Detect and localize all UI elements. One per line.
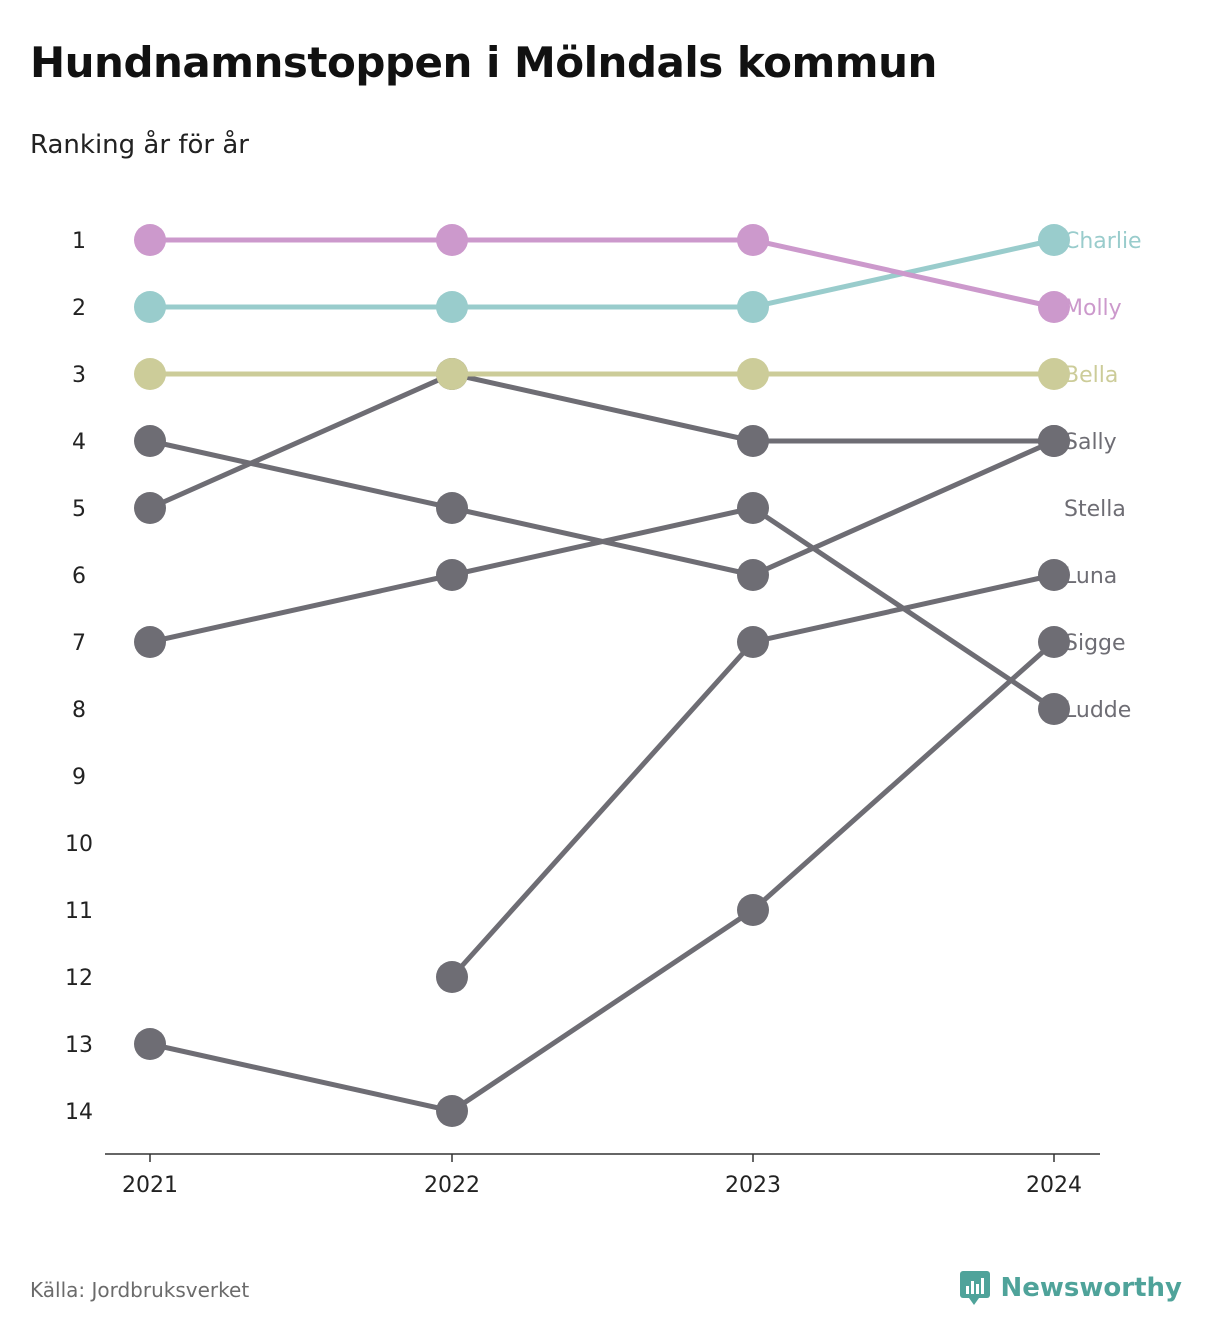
point-sigge-2024[interactable] (1038, 626, 1070, 658)
point-luna-2024[interactable] (1038, 559, 1070, 591)
series-label-sigge: Sigge (1064, 631, 1126, 656)
point-sally-2021[interactable] (134, 626, 166, 658)
series-ludde (134, 425, 1070, 591)
brand-logo-block: Newsworthy (959, 1270, 1182, 1306)
series-bella (134, 358, 1070, 390)
point-charlie-2021[interactable] (134, 291, 166, 323)
series-line-stella (147, 371, 1057, 511)
source-note: Källa: Jordbruksverket (30, 1278, 250, 1302)
chart-title: Hundnamnstoppen i Mölndals kommun (30, 38, 937, 87)
y-tick-label-1: 1 (72, 229, 86, 254)
series-label-sally: Sally (1064, 430, 1117, 455)
series-line-ludde (147, 438, 1057, 578)
point-molly-2023[interactable] (737, 224, 769, 256)
point-luna-2023[interactable] (737, 626, 769, 658)
point-stella-2024[interactable] (1038, 425, 1070, 457)
point-molly-2022[interactable] (436, 224, 468, 256)
y-tick-label-9: 9 (72, 765, 86, 790)
point-ludde-2021[interactable] (134, 425, 166, 457)
y-tick-label-8: 8 (72, 698, 86, 723)
point-sigge-2022[interactable] (436, 1095, 468, 1127)
chart-subtitle: Ranking år för år (30, 130, 249, 160)
y-tick-label-12: 12 (65, 966, 93, 991)
series-label-luna: Luna (1064, 564, 1117, 589)
y-tick-label-14: 14 (65, 1100, 93, 1125)
y-tick-label-3: 3 (72, 363, 86, 388)
newsworthy-logo-icon (959, 1271, 990, 1305)
point-bella-2021[interactable] (134, 358, 166, 390)
x-tick-label-2023: 2023 (725, 1173, 781, 1198)
series-luna (436, 559, 1070, 993)
x-axis: 2021 2022 2023 2024 (105, 1153, 1100, 1198)
point-sigge-2023[interactable] (737, 894, 769, 926)
point-charlie-2022[interactable] (436, 291, 468, 323)
y-tick-label-4: 4 (72, 430, 86, 455)
point-bella-2024[interactable] (1038, 358, 1070, 390)
point-luna-2022[interactable] (436, 961, 468, 993)
point-sigge-2021[interactable] (134, 1028, 166, 1060)
point-molly-2021[interactable] (134, 224, 166, 256)
y-tick-label-5: 5 (72, 497, 86, 522)
series-label-bella: Bella (1064, 363, 1118, 388)
x-tick-label-2024: 2024 (1026, 1173, 1082, 1198)
y-tick-label-7: 7 (72, 631, 86, 656)
point-ludde-2022[interactable] (436, 492, 468, 524)
series-sigge (134, 626, 1070, 1127)
point-bella-2023[interactable] (737, 358, 769, 390)
series-sally (134, 492, 1070, 725)
point-molly-2024[interactable] (1038, 291, 1070, 323)
y-tick-label-2: 2 (72, 296, 86, 321)
point-ludde-2023[interactable] (737, 559, 769, 591)
point-charlie-2024[interactable] (1038, 224, 1070, 256)
series-line-sally (147, 505, 1057, 712)
series-label-charlie: Charlie (1064, 229, 1142, 254)
point-stella-2023[interactable] (737, 425, 769, 457)
series-label-ludde: Ludde (1064, 698, 1131, 723)
series-labels: Ludde Stella Sally Luna Sigge Bella Charlie Mol… (1064, 229, 1142, 723)
y-tick-label-6: 6 (72, 564, 86, 589)
series-label-molly: Molly (1064, 296, 1122, 321)
x-tick-label-2022: 2022 (424, 1173, 480, 1198)
point-sally-2024[interactable] (1038, 693, 1070, 725)
series-line-charlie (147, 237, 1057, 310)
point-charlie-2023[interactable] (737, 291, 769, 323)
series-label-stella: Stella (1064, 497, 1126, 522)
point-bella-2022[interactable] (436, 358, 468, 390)
series-molly (134, 224, 1070, 323)
point-stella-2021[interactable] (134, 492, 166, 524)
brand-name: Newsworthy (1000, 1273, 1182, 1303)
point-sally-2023[interactable] (737, 492, 769, 524)
x-tick-label-2021: 2021 (122, 1173, 178, 1198)
y-tick-label-11: 11 (65, 899, 93, 924)
series-line-sigge (147, 639, 1057, 1114)
y-tick-label-10: 10 (65, 832, 93, 857)
series-layer (134, 224, 1070, 1127)
point-sally-2022[interactable] (436, 559, 468, 591)
y-tick-label-13: 13 (65, 1033, 93, 1058)
series-line-molly (147, 237, 1057, 310)
